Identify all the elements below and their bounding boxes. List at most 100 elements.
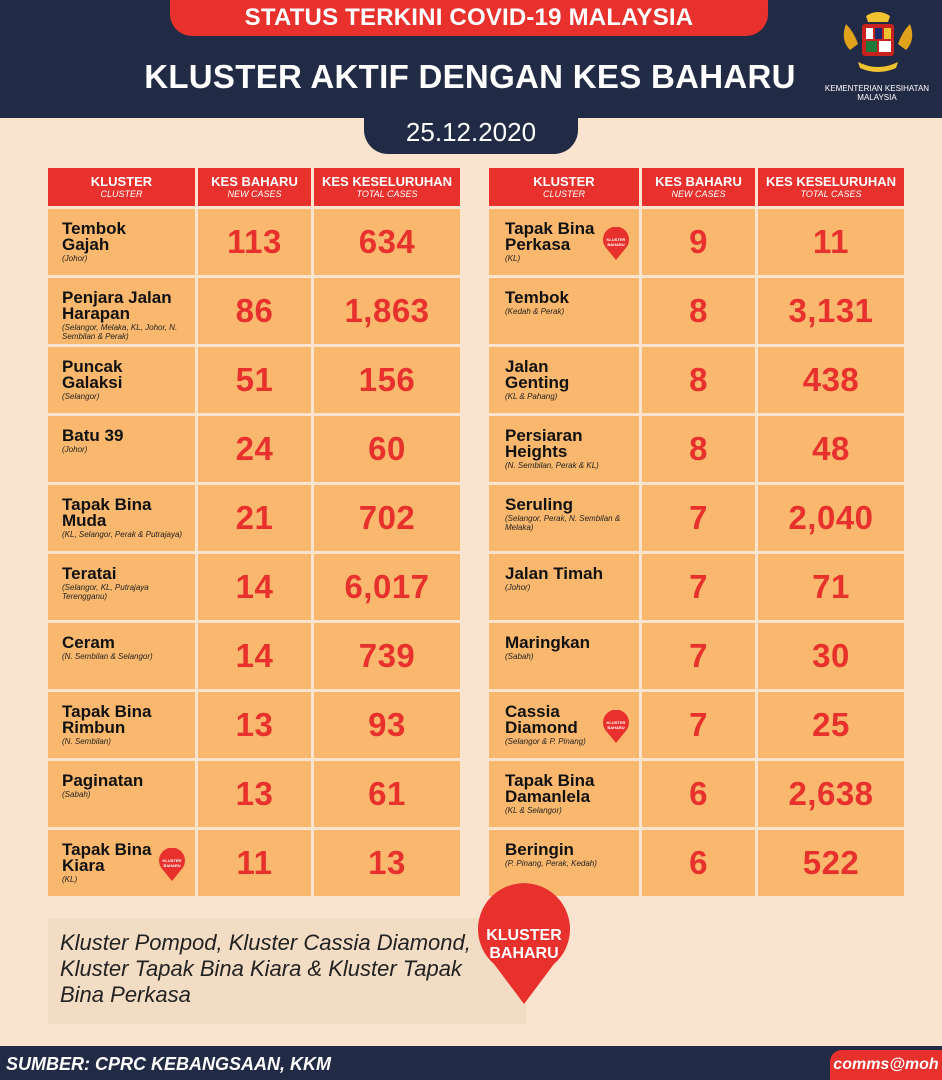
cluster-location: (Johor): [62, 254, 88, 263]
cluster-cell: Cassia Diamond (Selangor & P. Pinang) KLUS…: [489, 692, 639, 758]
cluster-cell: Tapak Bina Muda (KL, Selangor, Perak & Pu…: [48, 485, 195, 551]
cluster-location: (KL): [505, 254, 521, 263]
cluster-cell: Batu 39 (Johor): [48, 416, 195, 482]
new-cases-value: 86: [235, 292, 274, 329]
cluster-name: Persiaran Heights: [505, 426, 583, 461]
cluster-location: (Johor): [505, 583, 531, 592]
total-cases-value: 93: [368, 706, 406, 743]
total-cases-cell: 156: [314, 347, 460, 413]
new-cases-value: 8: [689, 292, 708, 329]
new-cases-value: 24: [235, 430, 274, 467]
table-row: Ceram (N. Sembilan & Selangor) 14 739: [48, 623, 460, 689]
cluster-cell: Teratai (Selangor, KL, Putrajaya Terengga…: [48, 554, 195, 620]
new-cases-value: 13: [235, 775, 274, 812]
cluster-name: Tembok Gajah: [62, 219, 126, 254]
cluster-name: Tapak Bina Muda: [62, 495, 152, 530]
header-label: KLUSTER: [90, 174, 153, 189]
cluster-name: Jalan Genting: [505, 357, 570, 392]
new-cases-cell: 6: [642, 830, 755, 896]
new-cases-value: 8: [689, 430, 708, 467]
total-cases-cell: 93: [314, 692, 460, 758]
cluster-location: (Johor): [62, 445, 88, 454]
new-cases-cell: 11: [198, 830, 311, 896]
new-cases-cell: 24: [198, 416, 311, 482]
badge-line2: BAHARU: [607, 725, 624, 730]
kluster-baharu-badge-icon: KLUSTER BAHARU: [478, 883, 570, 1004]
table-row: Tapak Bina Muda (KL, Selangor, Perak & Pu…: [48, 485, 460, 551]
new-cases-cell: 6: [642, 761, 755, 827]
header-label: KES KESELURUHAN: [765, 174, 896, 189]
new-cases-value: 6: [689, 775, 708, 812]
report-date: 25.12.2020: [364, 110, 578, 154]
new-cases-cell: 51: [198, 347, 311, 413]
page-title: KLUSTER AKTIF DENGAN KES BAHARU: [144, 58, 796, 95]
new-cases-cell: 7: [642, 554, 755, 620]
ministry-line2: MALAYSIA: [857, 93, 897, 102]
total-cases-cell: 71: [758, 554, 904, 620]
total-cases-value: 2,638: [788, 775, 874, 812]
total-cases-value: 25: [812, 706, 850, 743]
new-cases-value: 113: [227, 223, 282, 260]
ministry-line1: KEMENTERIAN KESIHATAN: [824, 84, 930, 93]
total-cases-value: 60: [368, 430, 406, 467]
column-header-total-cases: KES KESELURUHAN TOTAL CASES: [314, 168, 460, 206]
badge-line1: KLUSTER: [607, 237, 626, 242]
total-cases-cell: 13: [314, 830, 460, 896]
new-cases-cell: 8: [642, 278, 755, 344]
cluster-cell: Tapak Bina Perkasa (KL) KLUSTER BAHARU: [489, 209, 639, 275]
footer-bar: [0, 1046, 942, 1080]
cluster-name: Jalan Timah: [505, 564, 603, 583]
cluster-cell: Tembok (Kedah & Perak): [489, 278, 639, 344]
column-header-new-cases: KES BAHARU NEW CASES: [198, 168, 311, 206]
cluster-name: Tapak Bina Rimbun: [62, 702, 152, 737]
new-cases-cell: 9: [642, 209, 755, 275]
table-row: Persiaran Heights (N. Sembilan, Perak & K…: [489, 416, 904, 482]
total-cases-cell: 1,863: [314, 278, 460, 344]
cluster-location: (Selangor, Melaka, KL, Johor, N. Sembila…: [62, 323, 178, 341]
total-cases-cell: 2,040: [758, 485, 904, 551]
total-cases-value: 702: [358, 499, 416, 536]
new-cases-cell: 13: [198, 692, 311, 758]
new-cases-value: 14: [235, 637, 274, 674]
table-header: KLUSTER CLUSTER KES BAHARU NEW CASES KES…: [48, 168, 460, 206]
header-sublabel: CLUSTER: [100, 189, 143, 199]
cluster-location: (Selangor & P. Pinang): [505, 737, 586, 746]
total-cases-value: 6,017: [344, 568, 430, 605]
cluster-cell: Persiaran Heights (N. Sembilan, Perak & K…: [489, 416, 639, 482]
new-cases-value: 7: [689, 706, 708, 743]
cluster-cell: Tembok Gajah (Johor): [48, 209, 195, 275]
new-cases-value: 51: [235, 361, 274, 398]
total-cases-value: 48: [812, 430, 850, 467]
cluster-cell: Penjara Jalan Harapan (Selangor, Melaka, …: [48, 278, 195, 344]
column-header-total-cases: KES KESELURUHAN TOTAL CASES: [758, 168, 904, 206]
new-cases-value: 13: [235, 706, 274, 743]
column-header-new-cases: KES BAHARU NEW CASES: [642, 168, 755, 206]
status-banner: STATUS TERKINI COVID-19 MALAYSIA: [170, 0, 768, 36]
new-cases-cell: 86: [198, 278, 311, 344]
table-body: Tapak Bina Perkasa (KL) KLUSTER BAHARU 9 11 Te…: [489, 209, 904, 896]
header-label: KES BAHARU: [655, 174, 742, 189]
table-row: Tapak Bina Kiara (KL) KLUSTER BAHARU 11 13: [48, 830, 460, 896]
total-cases-value: 3,131: [788, 292, 874, 329]
cluster-location: (N. Sembilan & Selangor): [62, 652, 153, 661]
new-cases-value: 14: [235, 568, 274, 605]
new-cases-value: 7: [689, 568, 708, 605]
total-cases-cell: 3,131: [758, 278, 904, 344]
cluster-name: Tembok: [505, 288, 569, 307]
table-header: KLUSTER CLUSTER KES BAHARU NEW CASES KES…: [489, 168, 904, 206]
badge-line1: KLUSTER: [607, 720, 626, 725]
new-cases-value: 7: [689, 499, 708, 536]
total-cases-cell: 30: [758, 623, 904, 689]
new-cases-cell: 14: [198, 623, 311, 689]
coat-of-arms-icon: [843, 12, 913, 72]
cluster-cell: Tapak Bina Kiara (KL) KLUSTER BAHARU: [48, 830, 195, 896]
cluster-name: Paginatan: [62, 771, 144, 790]
new-cases-value: 6: [689, 844, 708, 881]
comms-handle: comms@moh: [830, 1050, 942, 1080]
new-cases-cell: 7: [642, 485, 755, 551]
badge-line1: KLUSTER: [163, 858, 182, 863]
cluster-name: Ceram: [62, 633, 115, 652]
cluster-name: Tapak Bina Kiara: [62, 840, 152, 875]
